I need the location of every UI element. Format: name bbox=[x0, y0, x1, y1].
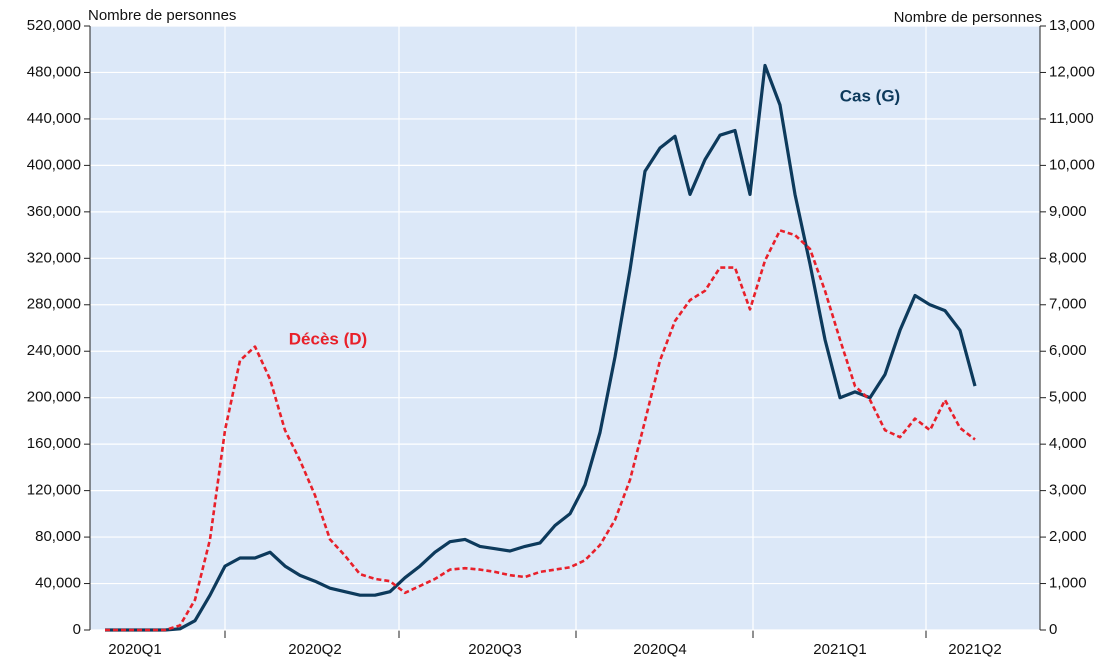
y-tick-label: 120,000 bbox=[27, 482, 81, 499]
x-tick-label: 2021Q2 bbox=[948, 641, 1001, 658]
quarter-ticks bbox=[90, 629, 1040, 638]
x-tick-label: 2020Q3 bbox=[468, 641, 521, 658]
y2-tick-label: 11,000 bbox=[1049, 110, 1094, 127]
y-tick-label: 520,000 bbox=[27, 17, 81, 34]
y2-tick-label: 10,000 bbox=[1049, 156, 1095, 173]
y-tick-label: 160,000 bbox=[27, 435, 81, 452]
left-axis-label: Nombre de personnes bbox=[88, 7, 236, 24]
y-tick-label: 320,000 bbox=[27, 249, 81, 266]
series-line bbox=[105, 63, 977, 632]
y-tick-label: 80,000 bbox=[35, 528, 81, 545]
x-tick-label: 2020Q4 bbox=[633, 641, 686, 658]
y-tick-label: 280,000 bbox=[27, 296, 81, 313]
x-tick-label: 2021Q1 bbox=[813, 641, 866, 658]
y-tick-label: 360,000 bbox=[27, 203, 81, 220]
y-tick-label: 400,000 bbox=[27, 156, 81, 173]
y-tick-label: 240,000 bbox=[27, 342, 81, 359]
y-tick-label: 440,000 bbox=[27, 110, 81, 127]
y2-tick-label: 7,000 bbox=[1049, 296, 1087, 313]
y2-tick-label: 12,000 bbox=[1049, 63, 1095, 80]
y2-tick-label: 2,000 bbox=[1049, 528, 1087, 545]
y2-tick-label: 13,000 bbox=[1049, 17, 1095, 34]
y2-tick-label: 6,000 bbox=[1049, 342, 1087, 359]
y-tick-label: 480,000 bbox=[27, 63, 81, 80]
y2-tick-label: 8,000 bbox=[1049, 249, 1087, 266]
y2-tick-label: 4,000 bbox=[1049, 435, 1087, 452]
series-line bbox=[105, 229, 976, 632]
y2-tick-label: 0 bbox=[1049, 621, 1057, 638]
x-tick-label: 2020Q1 bbox=[108, 641, 161, 658]
y2-tick-label: 5,000 bbox=[1049, 389, 1087, 406]
y-tick-label: 40,000 bbox=[35, 575, 81, 592]
series-label: Cas (G) bbox=[840, 86, 900, 105]
right-axis-label: Nombre de personnes bbox=[894, 9, 1042, 26]
y-tick-label: 0 bbox=[73, 621, 81, 638]
y2-tick-label: 1,000 bbox=[1049, 575, 1087, 592]
y2-tick-label: 9,000 bbox=[1049, 203, 1087, 220]
quarter-grid bbox=[224, 26, 927, 630]
y2-tick-label: 3,000 bbox=[1049, 482, 1087, 499]
x-tick-label: 2020Q2 bbox=[288, 641, 341, 658]
series-label: Décès (D) bbox=[289, 329, 367, 348]
y-tick-label: 200,000 bbox=[27, 389, 81, 406]
plot-area bbox=[90, 26, 1040, 630]
